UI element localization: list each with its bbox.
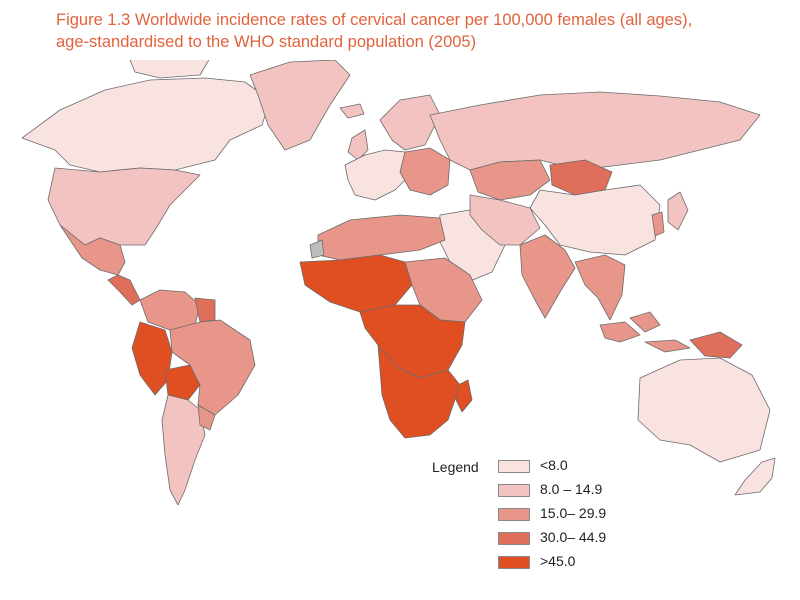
region-japan [667,191,689,231]
region-bolivia [164,364,201,401]
region-guianas [194,297,216,323]
region-peru-ecuador [131,321,173,396]
legend-item-15-29: 15.0– 29.9 [498,505,638,525]
region-korea [651,211,665,237]
legend-swatch [498,508,530,521]
region-paraguay-uruguay [197,404,216,431]
region-australia [637,357,771,463]
region-colombia-venezuela [139,289,201,331]
region-uk-ireland [347,129,369,161]
legend-label: 15.0– 29.9 [540,505,607,521]
figure-title: Figure 1.3 Worldwide incidence rates of … [56,9,776,53]
legend-label: >45.0 [540,553,576,569]
region-canada-arctic [21,60,271,173]
legend-item-gt-45: >45.0 [498,553,638,573]
region-png [689,331,743,359]
region-iceland [339,103,365,119]
legend-item-lt-8: <8.0 [498,457,638,477]
region-scandinavia [379,94,441,151]
legend-label: 8.0 – 14.9 [540,481,603,497]
legend-title: Legend [432,459,479,475]
region-new-zealand [734,457,776,496]
legend-swatch [498,556,530,569]
region-eastern-europe [399,147,451,196]
legend-label: 30.0– 44.9 [540,529,607,545]
legend-swatch [498,460,530,473]
region-russia [429,91,761,171]
figure-title-line-2: age-standardised to the WHO standard pop… [56,33,477,51]
legend-label: <8.0 [540,457,568,473]
map-legend: Legend <8.0 8.0 – 14.9 15.0– 29.9 30.0– … [432,455,632,580]
figure-title-line-1: Figure 1.3 Worldwide incidence rates of … [56,11,693,29]
region-indonesia [599,311,691,353]
legend-item-8-14: 8.0 – 14.9 [498,481,638,501]
region-india [519,234,576,319]
region-western-europe [344,149,411,201]
world-map [21,60,776,506]
legend-swatch [498,532,530,545]
legend-swatch [498,484,530,497]
region-madagascar [455,379,473,413]
region-western-sahara [309,239,325,259]
region-north-africa [317,214,446,261]
region-brazil [169,319,256,416]
region-west-africa [299,254,413,313]
region-china [529,184,661,256]
region-southern-africa [377,344,461,439]
legend-item-30-44: 30.0– 44.9 [498,529,638,549]
region-indochina [574,254,626,321]
region-kazakhstan-central-asia [469,159,551,201]
region-greenland [249,60,351,151]
region-chile-argentina [161,394,206,506]
region-mexico [59,224,126,276]
region-central-east-africa [359,304,466,379]
region-central-america [107,274,141,306]
